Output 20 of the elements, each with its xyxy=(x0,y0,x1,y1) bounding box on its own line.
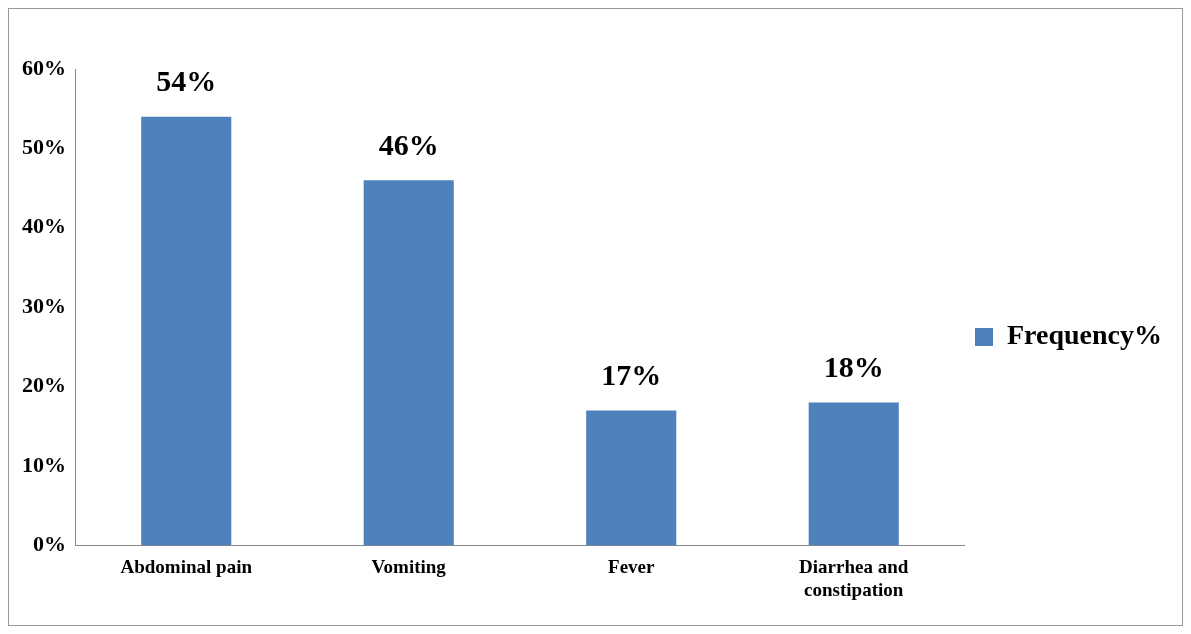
data-label: 18% xyxy=(823,350,884,384)
data-label: 46% xyxy=(378,127,439,161)
y-tick-label: 60% xyxy=(22,54,66,80)
y-tick-label: 20% xyxy=(22,372,66,398)
y-tick-label: 50% xyxy=(22,134,66,160)
legend-label: Frequency% xyxy=(1006,319,1163,351)
x-tick-label: Vomiting xyxy=(371,555,447,577)
x-tick-label: Abdominal pain xyxy=(120,555,253,577)
y-tick-label: 0% xyxy=(33,531,66,557)
data-label: 54% xyxy=(156,64,217,98)
y-tick-label: 10% xyxy=(22,451,66,477)
x-tick-label: Diarrhea and constipation xyxy=(799,555,909,600)
bar xyxy=(808,402,899,546)
x-tick-label: Fever xyxy=(608,555,655,577)
y-tick-label: 40% xyxy=(22,213,66,239)
bar xyxy=(363,180,454,546)
data-label: 17% xyxy=(601,358,662,392)
bar xyxy=(141,116,232,546)
y-tick-label: 30% xyxy=(22,292,66,318)
bar xyxy=(586,410,677,546)
